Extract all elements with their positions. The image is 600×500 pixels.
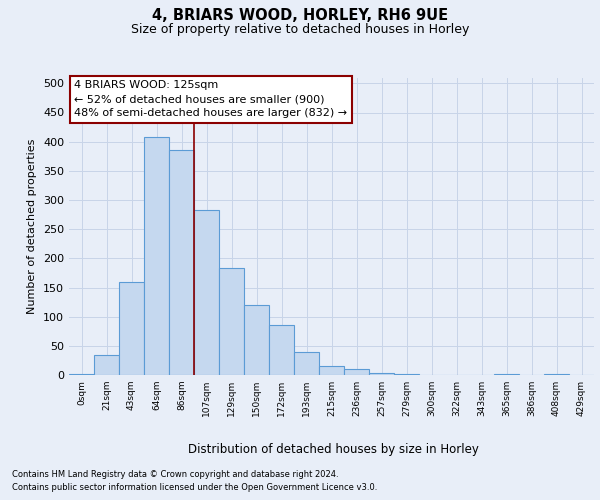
Text: Distribution of detached houses by size in Horley: Distribution of detached houses by size …: [188, 442, 478, 456]
Bar: [294, 352, 319, 375]
Text: 4 BRIARS WOOD: 125sqm
← 52% of detached houses are smaller (900)
48% of semi-det: 4 BRIARS WOOD: 125sqm ← 52% of detached …: [74, 80, 347, 118]
Bar: [269, 326, 294, 375]
Bar: [344, 369, 369, 375]
Bar: [319, 366, 344, 375]
Text: 4, BRIARS WOOD, HORLEY, RH6 9UE: 4, BRIARS WOOD, HORLEY, RH6 9UE: [152, 8, 448, 22]
Text: Contains public sector information licensed under the Open Government Licence v3: Contains public sector information licen…: [12, 482, 377, 492]
Bar: [394, 374, 419, 375]
Y-axis label: Number of detached properties: Number of detached properties: [28, 138, 37, 314]
Bar: [69, 374, 94, 375]
Text: Contains HM Land Registry data © Crown copyright and database right 2024.: Contains HM Land Registry data © Crown c…: [12, 470, 338, 479]
Bar: [219, 268, 244, 375]
Bar: [544, 374, 569, 375]
Bar: [494, 374, 519, 375]
Bar: [244, 305, 269, 375]
Bar: [194, 210, 219, 375]
Text: Size of property relative to detached houses in Horley: Size of property relative to detached ho…: [131, 22, 469, 36]
Bar: [94, 354, 119, 375]
Bar: [169, 150, 194, 375]
Bar: [119, 282, 144, 375]
Bar: [144, 137, 169, 375]
Bar: [369, 373, 394, 375]
